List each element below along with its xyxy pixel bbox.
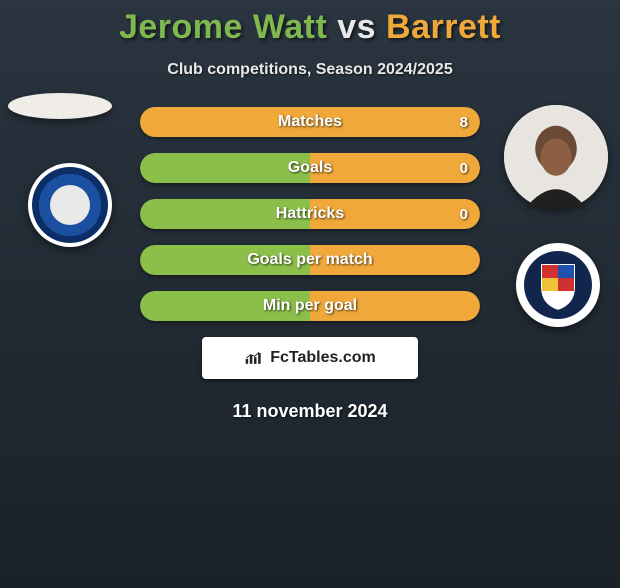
stat-label: Min per goal [140, 291, 480, 321]
stat-value-right: 0 [460, 153, 468, 183]
player1-club-badge [28, 163, 112, 247]
stat-value-right: 8 [460, 107, 468, 137]
player1-name: Jerome Watt [119, 8, 327, 46]
stat-bar: Goals per match [140, 245, 480, 275]
subtitle: Club competitions, Season 2024/2025 [0, 61, 620, 79]
stat-label: Matches [140, 107, 480, 137]
fctables-watermark: FcTables.com [202, 337, 418, 379]
player2-name: Barrett [386, 8, 501, 46]
player2-club-badge [516, 243, 600, 327]
stat-label: Goals [140, 153, 480, 183]
player2-avatar [504, 105, 608, 209]
stat-label: Hattricks [140, 199, 480, 229]
player1-avatar [8, 93, 112, 119]
stat-bar: Goals0 [140, 153, 480, 183]
stat-bars: Matches8Goals0Hattricks0Goals per matchM… [140, 107, 480, 321]
stat-bar: Min per goal [140, 291, 480, 321]
stat-bar: Hattricks0 [140, 199, 480, 229]
bar-chart-icon [244, 350, 264, 366]
snapshot-date: 11 november 2024 [0, 401, 620, 422]
stat-bar: Matches8 [140, 107, 480, 137]
stat-value-right: 0 [460, 199, 468, 229]
comparison-area: Matches8Goals0Hattricks0Goals per matchM… [0, 107, 620, 422]
fctables-label: FcTables.com [270, 349, 376, 367]
page-title: Jerome Watt vs Barrett [0, 8, 620, 47]
stat-label: Goals per match [140, 245, 480, 275]
title-vs: vs [337, 8, 376, 46]
